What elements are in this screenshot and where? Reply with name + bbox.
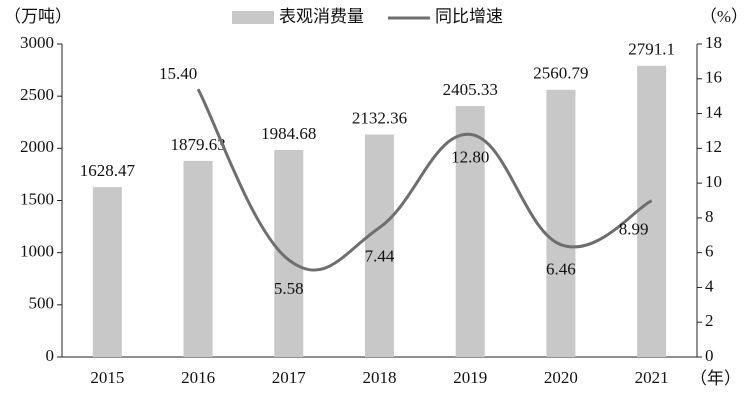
bar [637,65,667,358]
bar-value-label: 2560.79 [533,64,588,83]
y-axis-label: （万吨） [4,7,72,26]
bar-value-label: 2132.36 [352,108,407,127]
x-tick-label: 2018 [363,368,397,387]
y2-tick-label: 12 [705,137,722,156]
y2-tick-label: 10 [705,172,722,191]
legend-label: 表观消费量 [279,7,364,26]
line-value-label: 8.99 [619,220,649,239]
y2-tick-label: 18 [705,33,722,52]
x-tick-label: 2016 [181,368,215,387]
line-value-label: 5.58 [274,279,304,298]
y2-tick-label: 0 [705,346,714,365]
y-tick-label: 3000 [20,33,54,52]
bar-value-label: 2791.1 [628,40,675,59]
x-axis-label: （年） [690,369,741,388]
bar-value-label: 2405.33 [443,80,498,99]
y2-tick-label: 14 [705,102,723,121]
y-tick-label: 1000 [20,242,54,261]
y2-axis-label: （%） [700,7,748,26]
line-value-label: 12.80 [451,147,489,166]
y2-tick-label: 16 [705,68,722,87]
y2-tick-label: 8 [705,207,714,226]
bar [92,187,122,357]
y2-tick-label: 6 [705,242,714,261]
bar [546,89,576,357]
bar-value-label: 1628.47 [80,161,136,180]
legend-swatch [232,11,274,24]
line-value-label: 15.40 [159,64,197,83]
bar [455,106,485,357]
line-value-label: 7.44 [365,247,395,266]
line-value-label: 6.46 [546,260,576,279]
bar [274,149,304,357]
x-tick-label: 2021 [635,368,669,387]
x-tick-label: 2017 [272,368,307,387]
y-tick-label: 2000 [20,137,54,156]
bar-value-label: 1984.68 [261,124,316,143]
x-tick-label: 2019 [453,368,487,387]
y-tick-label: 0 [46,346,55,365]
bar [364,134,395,357]
y-tick-label: 1500 [20,189,54,208]
line [196,88,653,272]
y2-tick-label: 4 [705,276,714,295]
y-tick-label: 500 [29,294,55,313]
y-tick-label: 2500 [20,85,54,104]
bar-value-label: 1879.63 [170,135,225,154]
x-tick-label: 2020 [544,368,578,387]
y2-tick-label: 2 [705,311,714,330]
bar [183,160,213,357]
x-tick-label: 2015 [90,368,124,387]
legend-label: 同比增速 [435,7,503,26]
